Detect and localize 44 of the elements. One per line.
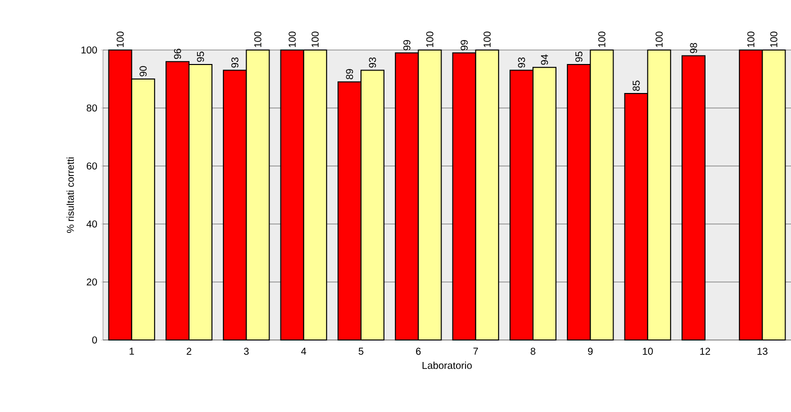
data-label: 96 (174, 48, 182, 59)
data-label: 100 (254, 32, 262, 48)
data-label: 100 (426, 32, 434, 48)
x-tick-label: 5 (358, 348, 364, 355)
data-label: 93 (518, 57, 526, 68)
x-tick-label: 12 (700, 348, 710, 355)
y-tick-label: 100 (82, 46, 97, 54)
data-label: 99 (403, 40, 410, 50)
data-label: 93 (368, 57, 376, 68)
data-label: 94 (540, 54, 548, 65)
data-label: 89 (346, 69, 354, 80)
y-tick-label: 40 (86, 220, 97, 228)
x-tick-label: 8 (530, 348, 536, 355)
x-axis-title: Laboratorio (422, 362, 472, 369)
x-tick-label: 9 (588, 348, 593, 355)
data-label: 100 (312, 32, 319, 48)
x-tick-label: 1 (130, 348, 134, 355)
data-label: 100 (484, 32, 491, 48)
data-label: 99 (460, 40, 468, 50)
x-tick-label: 4 (301, 348, 306, 355)
data-label: 93 (231, 57, 238, 68)
x-tick-label: 6 (416, 348, 421, 355)
data-label: 95 (575, 52, 582, 62)
y-tick-label: 0 (92, 336, 97, 344)
data-label: 100 (288, 32, 296, 48)
y-tick-label: 60 (86, 162, 97, 170)
data-label: 100 (656, 32, 663, 48)
data-label: 100 (598, 32, 606, 48)
y-tick-label: 20 (86, 278, 97, 286)
y-tick-label: 80 (86, 104, 97, 112)
data-label: 100 (770, 32, 778, 48)
data-label: 100 (116, 32, 124, 48)
data-label: 100 (747, 32, 754, 48)
data-label: 95 (196, 52, 204, 62)
bar (682, 55, 706, 340)
x-tick-label: 2 (186, 348, 192, 355)
y-axis-title: % risultati corretti (66, 157, 74, 233)
data-label: 85 (632, 80, 640, 91)
data-label: 90 (140, 66, 147, 76)
data-label: 98 (690, 42, 698, 54)
x-tick-label: 3 (244, 348, 249, 355)
x-tick-label: 13 (758, 348, 768, 355)
x-tick-label: 10 (642, 348, 653, 355)
x-tick-label: 7 (473, 348, 478, 355)
